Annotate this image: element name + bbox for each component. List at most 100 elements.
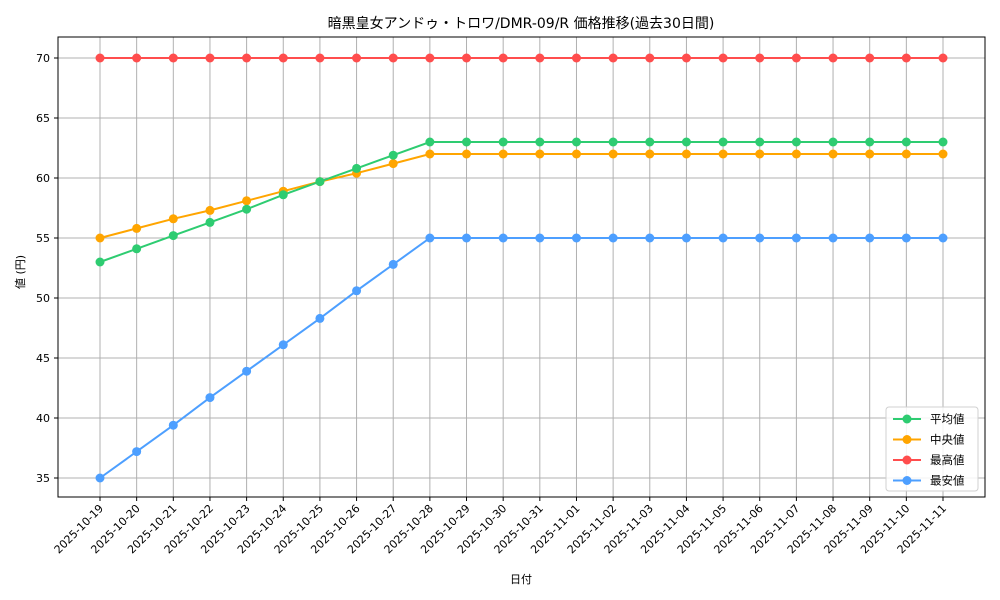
data-point bbox=[681, 233, 691, 243]
data-point bbox=[571, 149, 581, 159]
data-point bbox=[425, 149, 435, 159]
legend-label: 平均値 bbox=[930, 412, 965, 426]
data-point bbox=[535, 233, 545, 243]
data-point bbox=[901, 53, 911, 63]
data-point bbox=[865, 137, 875, 147]
data-point bbox=[938, 233, 948, 243]
series-line bbox=[99, 153, 943, 239]
legend-item: 最安値 bbox=[893, 474, 965, 488]
data-point bbox=[755, 149, 765, 159]
data-point bbox=[938, 53, 948, 63]
data-point bbox=[571, 137, 581, 147]
data-point bbox=[388, 159, 398, 169]
data-point bbox=[315, 177, 325, 187]
data-point bbox=[388, 259, 398, 269]
data-point bbox=[462, 53, 472, 63]
data-point bbox=[132, 447, 142, 457]
y-tick-label: 65 bbox=[36, 112, 50, 125]
data-point bbox=[425, 137, 435, 147]
data-point bbox=[791, 137, 801, 147]
data-point bbox=[755, 137, 765, 147]
data-point bbox=[645, 233, 655, 243]
data-point bbox=[168, 420, 178, 430]
data-point bbox=[425, 53, 435, 63]
data-point bbox=[315, 53, 325, 63]
data-point bbox=[95, 233, 105, 243]
y-tick-label: 50 bbox=[36, 292, 50, 305]
data-point bbox=[901, 137, 911, 147]
y-axis-ticks: 35 40 45 50 55 60 65 70 bbox=[36, 52, 58, 485]
y-tick-label: 55 bbox=[36, 232, 50, 245]
data-point bbox=[205, 205, 215, 215]
data-point bbox=[168, 214, 178, 224]
data-point bbox=[571, 233, 581, 243]
data-point bbox=[645, 149, 655, 159]
legend-marker-icon bbox=[902, 455, 912, 465]
data-point bbox=[278, 53, 288, 63]
data-point bbox=[535, 53, 545, 63]
data-point bbox=[132, 223, 142, 233]
data-point bbox=[608, 149, 618, 159]
legend-marker-icon bbox=[902, 414, 912, 424]
y-tick-label: 40 bbox=[36, 412, 50, 425]
legend-marker-icon bbox=[902, 435, 912, 444]
series-line bbox=[99, 141, 943, 263]
data-point bbox=[498, 137, 508, 147]
data-point bbox=[205, 393, 215, 403]
legend-item: 最高値 bbox=[893, 453, 965, 467]
data-point bbox=[352, 163, 362, 173]
series-layer bbox=[95, 53, 948, 483]
data-point bbox=[718, 149, 728, 159]
data-point bbox=[828, 137, 838, 147]
x-axis-label: 日付 bbox=[510, 573, 532, 586]
data-point bbox=[791, 149, 801, 159]
data-point bbox=[938, 149, 948, 159]
data-point bbox=[388, 150, 398, 160]
data-point bbox=[462, 137, 472, 147]
data-point bbox=[535, 149, 545, 159]
data-point bbox=[828, 149, 838, 159]
series-最安値 bbox=[95, 233, 948, 483]
data-point bbox=[95, 473, 105, 483]
data-point bbox=[828, 53, 838, 63]
data-point bbox=[718, 137, 728, 147]
series-最高値 bbox=[95, 53, 948, 63]
data-point bbox=[498, 149, 508, 159]
data-point bbox=[901, 149, 911, 159]
series-line bbox=[99, 237, 943, 479]
y-tick-label: 35 bbox=[36, 472, 50, 485]
series-平均値 bbox=[95, 137, 948, 267]
data-point bbox=[571, 53, 581, 63]
legend-item: 平均値 bbox=[893, 412, 965, 426]
data-point bbox=[498, 233, 508, 243]
data-point bbox=[352, 53, 362, 63]
data-point bbox=[242, 53, 252, 63]
data-point bbox=[718, 53, 728, 63]
y-tick-label: 70 bbox=[36, 52, 50, 65]
data-point bbox=[205, 53, 215, 63]
series-中央値 bbox=[95, 149, 948, 243]
y-tick-label: 45 bbox=[36, 352, 50, 365]
data-point bbox=[132, 53, 142, 63]
data-point bbox=[938, 137, 948, 147]
chart-title: 暗黒皇女アンドゥ・トロワ/DMR-09/R 価格推移(過去30日間) bbox=[328, 15, 715, 32]
data-point bbox=[95, 53, 105, 63]
data-point bbox=[681, 149, 691, 159]
data-point bbox=[242, 204, 252, 214]
legend-label: 最安値 bbox=[930, 474, 965, 488]
data-point bbox=[462, 149, 472, 159]
data-point bbox=[755, 233, 765, 243]
data-point bbox=[205, 217, 215, 227]
data-point bbox=[608, 137, 618, 147]
grid-lines bbox=[58, 37, 985, 497]
data-point bbox=[681, 53, 691, 63]
data-point bbox=[278, 340, 288, 350]
data-point bbox=[645, 53, 655, 63]
data-point bbox=[168, 231, 178, 241]
data-point bbox=[95, 257, 105, 267]
legend-label: 最高値 bbox=[930, 453, 965, 467]
data-point bbox=[755, 53, 765, 63]
data-point bbox=[315, 313, 325, 323]
